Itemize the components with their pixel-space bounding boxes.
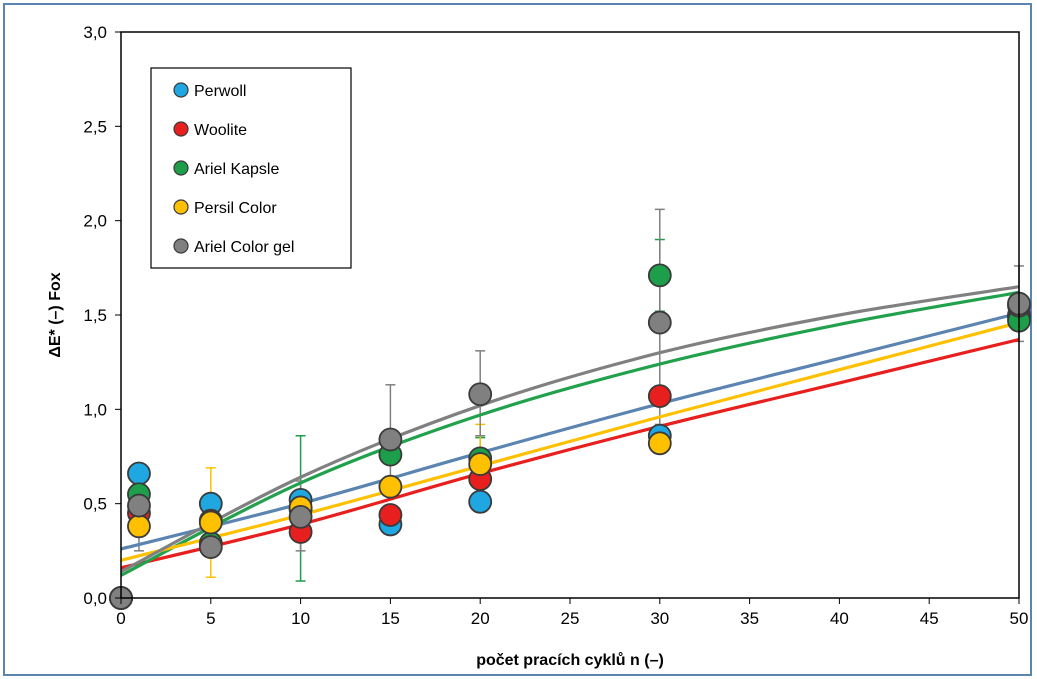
legend-label: Perwoll bbox=[194, 83, 246, 100]
legend-label: Ariel Kapsle bbox=[194, 161, 279, 178]
legend-label: Ariel Color gel bbox=[194, 239, 294, 256]
y-tick-label: 0,5 bbox=[83, 495, 107, 514]
legend-marker bbox=[173, 199, 189, 215]
data-point bbox=[288, 504, 313, 529]
data-point bbox=[127, 514, 151, 539]
legend: Perwoll Woolite Ariel Kapsle Persil Color Ar… bbox=[150, 67, 352, 269]
y-tick-label: 2,5 bbox=[83, 117, 107, 136]
x-tick-label: 35 bbox=[740, 609, 759, 628]
y-axis-title: ΔE* (–) Fox bbox=[47, 272, 64, 357]
trend-line-2 bbox=[120, 337, 1020, 570]
axes: 0 5 10 15 20 25 30 35 40 45 50 0,0 0,5 1,0 1,5 2,0 2,5 3,… bbox=[83, 23, 1028, 628]
trend-line-5 bbox=[120, 285, 1020, 574]
trend-line-3 bbox=[120, 290, 1020, 577]
data-point bbox=[647, 310, 672, 335]
x-tick-label: 15 bbox=[381, 609, 400, 628]
data-point bbox=[468, 382, 493, 407]
x-tick-label: 20 bbox=[471, 609, 490, 628]
x-tick-label: 50 bbox=[1010, 609, 1029, 628]
x-tick-label: 45 bbox=[920, 609, 939, 628]
legend-marker bbox=[173, 121, 189, 137]
y-tick-label: 0,0 bbox=[83, 589, 107, 608]
data-point bbox=[127, 493, 151, 518]
legend-marker bbox=[173, 82, 189, 98]
data-point bbox=[198, 510, 223, 535]
data-point bbox=[647, 431, 672, 456]
data-point bbox=[647, 384, 672, 409]
x-tick-label: 0 bbox=[116, 609, 125, 628]
trend-lines bbox=[120, 285, 1020, 577]
y-tick-label: 1,5 bbox=[83, 306, 107, 325]
x-tick-label: 40 bbox=[830, 609, 849, 628]
x-tick-label: 30 bbox=[650, 609, 669, 628]
trend-line-4 bbox=[120, 320, 1020, 562]
data-point bbox=[378, 427, 403, 452]
x-tick-label: 10 bbox=[291, 609, 310, 628]
trend-line-1 bbox=[120, 311, 1020, 551]
x-axis-title: počet pracích cyklů n (–) bbox=[476, 652, 664, 669]
legend-label: Persil Color bbox=[194, 200, 277, 217]
data-point bbox=[468, 489, 493, 514]
data-point bbox=[127, 461, 151, 486]
data-point bbox=[468, 452, 493, 476]
x-tick-label: 5 bbox=[206, 609, 215, 628]
legend-label: Woolite bbox=[194, 122, 247, 139]
data-point bbox=[647, 263, 672, 288]
data-point bbox=[378, 503, 403, 527]
legend-marker bbox=[173, 238, 189, 254]
legend-marker bbox=[173, 160, 189, 176]
x-tick-label: 25 bbox=[561, 609, 580, 628]
data-points bbox=[109, 263, 1031, 610]
data-point bbox=[198, 535, 223, 559]
data-point bbox=[378, 474, 403, 499]
y-tick-label: 2,0 bbox=[83, 212, 107, 231]
y-tick-label: 3,0 bbox=[83, 23, 107, 42]
y-tick-label: 1,0 bbox=[83, 400, 107, 419]
